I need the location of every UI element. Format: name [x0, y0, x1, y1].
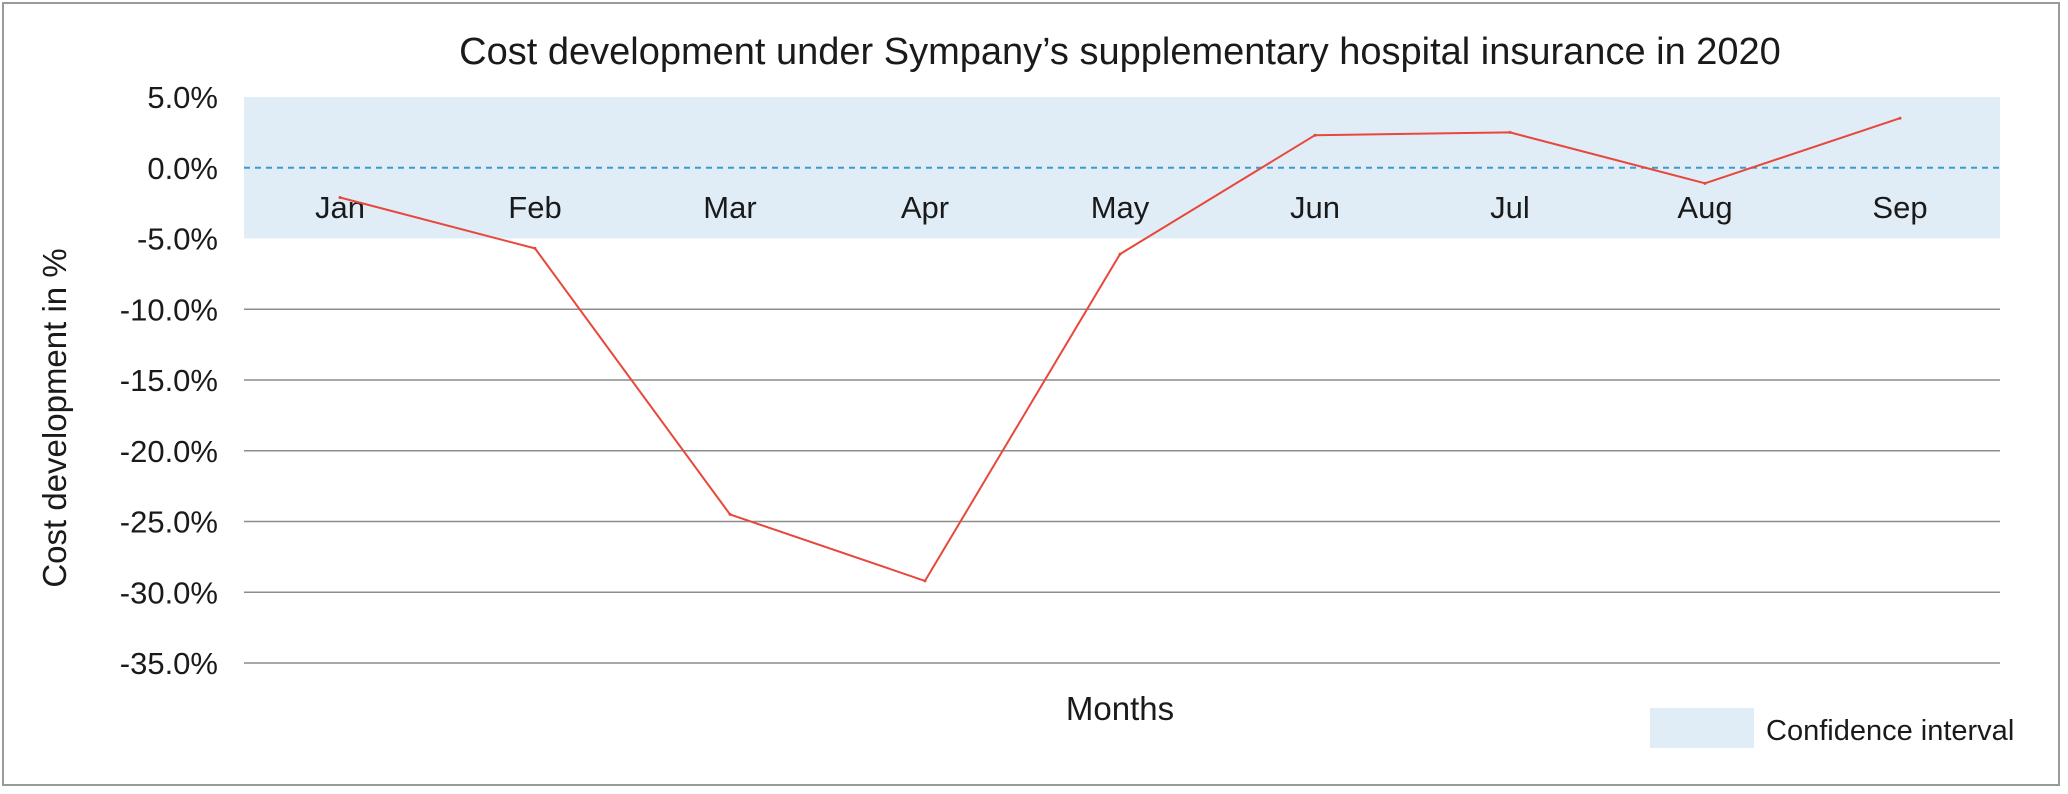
x-tick-layer: Jan Feb Mar Apr May Jun Jul Aug Sep: [315, 190, 1928, 225]
gridline-layer: [244, 166, 2000, 664]
x-tick-label: May: [1091, 190, 1150, 225]
legend-swatch-confidence-interval: [1650, 708, 1754, 748]
series-layer: [338, 116, 1902, 583]
data-point: [338, 195, 342, 199]
x-tick-label: Sep: [1872, 190, 1927, 225]
y-tick-label: -25.0%: [120, 505, 218, 540]
y-tick-label: -20.0%: [120, 434, 218, 469]
data-point: [923, 579, 927, 583]
data-point: [1508, 130, 1512, 134]
y-tick-label: -10.0%: [120, 292, 218, 327]
chart-title: Cost development under Sympany’s supplem…: [459, 31, 1781, 73]
x-axis-title: Months: [1066, 690, 1174, 727]
y-tick-layer: 5.0% 0.0% -5.0% -10.0% -15.0% -20.0% -25.0% -30…: [120, 80, 218, 681]
y-tick-label: -30.0%: [120, 575, 218, 610]
legend: Confidence interval: [1650, 708, 2014, 748]
x-tick-label: Mar: [703, 190, 756, 225]
y-tick-label: 5.0%: [147, 80, 218, 115]
x-tick-label: Jul: [1490, 190, 1530, 225]
y-tick-label: -5.0%: [137, 222, 218, 257]
y-axis-title: Cost development in %: [36, 248, 73, 587]
x-tick-label: Aug: [1677, 190, 1732, 225]
data-point: [728, 512, 732, 516]
x-tick-label: Apr: [901, 190, 949, 225]
data-point: [1703, 181, 1707, 185]
y-tick-label: -35.0%: [120, 646, 218, 681]
legend-label-confidence-interval: Confidence interval: [1766, 715, 2014, 747]
data-point: [1118, 252, 1122, 256]
data-point: [533, 246, 537, 250]
y-tick-label: -15.0%: [120, 363, 218, 398]
data-point: [1313, 133, 1317, 137]
y-tick-label: 0.0%: [147, 151, 218, 186]
data-point: [1898, 116, 1902, 120]
x-tick-label: Jan: [315, 190, 365, 225]
x-tick-label: Feb: [508, 190, 561, 225]
x-tick-label: Jun: [1290, 190, 1340, 225]
